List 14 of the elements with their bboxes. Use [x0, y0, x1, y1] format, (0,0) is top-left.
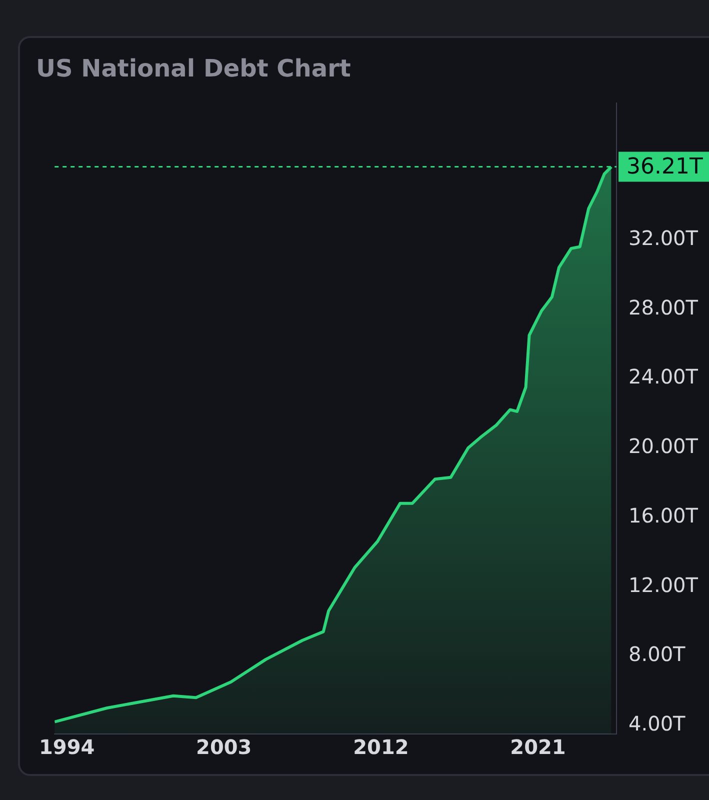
- y-tick-label: 16.00T: [628, 503, 699, 528]
- x-tick-label: 2021: [510, 735, 566, 760]
- y-tick-label: 28.00T: [628, 295, 699, 320]
- y-tick-label: 4.00T: [628, 712, 686, 736]
- y-tick-label: 24.00T: [628, 364, 699, 389]
- y-tick-label: 12.00T: [628, 572, 699, 597]
- x-tick-label: 1994: [38, 735, 95, 760]
- y-tick-label: 32.00T: [628, 226, 699, 250]
- x-tick-label: 2012: [353, 735, 409, 760]
- y-tick-label: 20.00T: [628, 434, 699, 458]
- y-tick-label: 8.00T: [628, 642, 686, 666]
- ref-line-label: 36.21T: [626, 154, 704, 180]
- chart-title: US National Debt Chart: [36, 54, 351, 83]
- x-tick-label: 2003: [196, 735, 252, 760]
